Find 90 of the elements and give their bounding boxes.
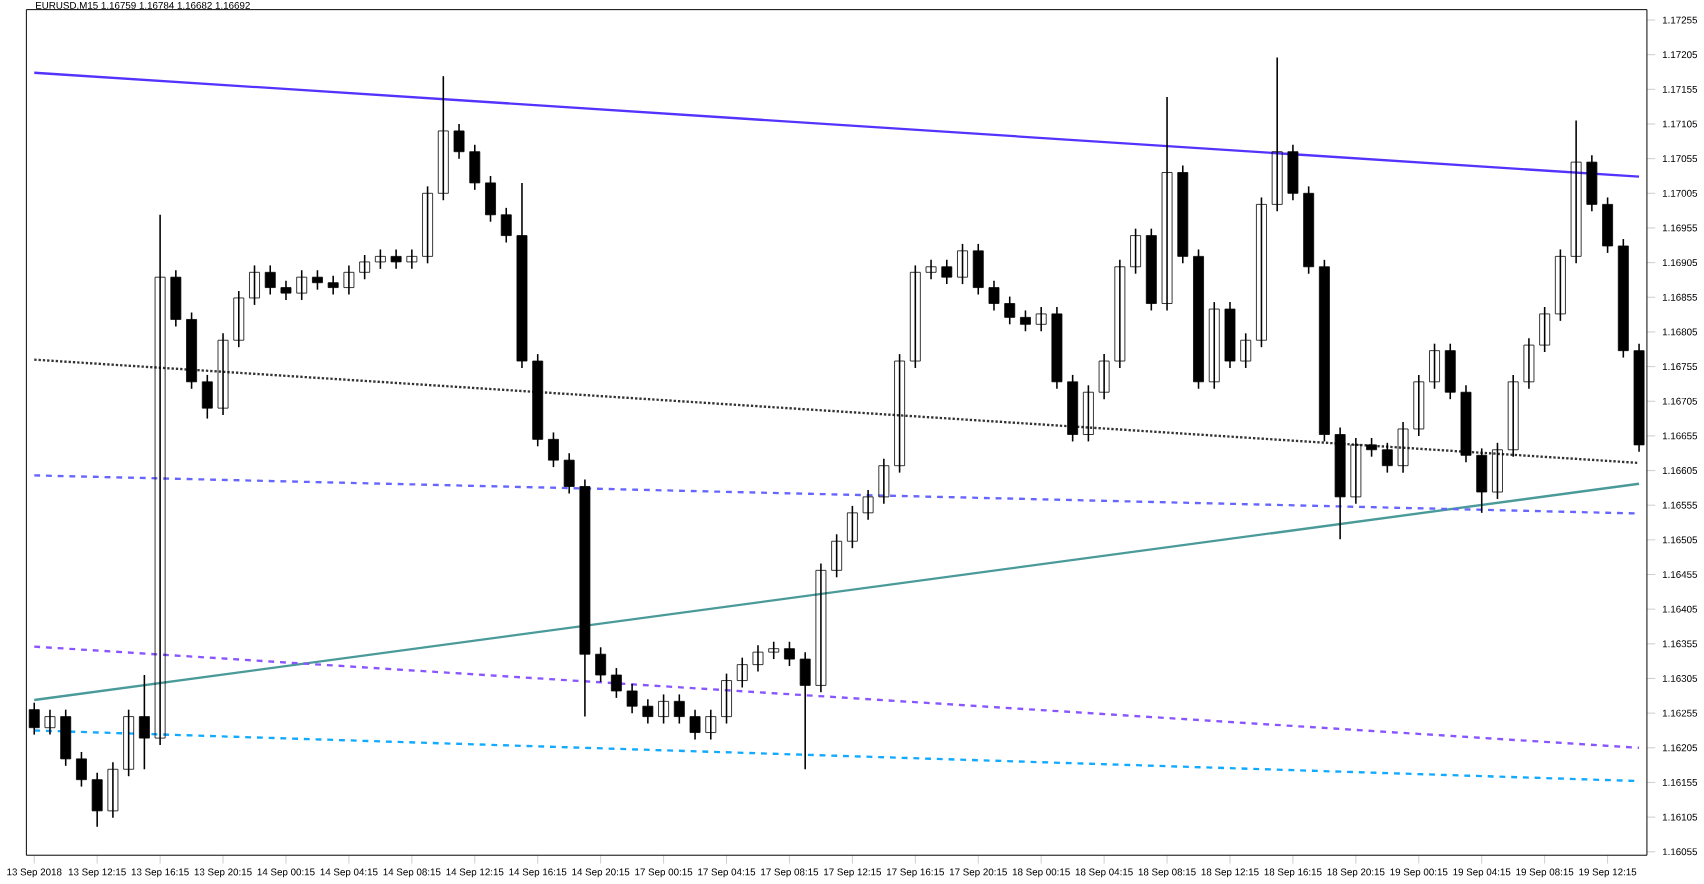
candlestick	[437, 75, 449, 202]
candlestick	[673, 693, 685, 725]
candlestick	[1507, 374, 1519, 458]
candlestick	[563, 452, 575, 495]
candlestick	[736, 656, 748, 689]
candlestick	[1334, 426, 1346, 540]
candlestick	[1208, 301, 1220, 390]
candlestick	[1082, 384, 1094, 443]
candlestick	[1381, 442, 1393, 474]
candlestick	[91, 772, 103, 828]
candlestick	[1256, 196, 1267, 349]
candlestick	[217, 332, 229, 416]
candlestick	[626, 683, 638, 714]
candlestick	[1350, 437, 1362, 505]
candlestick	[831, 533, 843, 579]
candlestick	[374, 248, 386, 270]
candlestick	[1429, 342, 1440, 390]
candlestick	[76, 751, 87, 788]
candlestick	[1271, 56, 1283, 213]
candlestick	[453, 123, 465, 160]
candlestick	[642, 698, 654, 725]
candlestick	[327, 275, 339, 296]
candlestick	[878, 458, 890, 505]
candlestick	[390, 248, 402, 270]
candlestick	[186, 311, 197, 390]
candlestick	[359, 254, 371, 281]
candlestick	[1098, 353, 1110, 400]
candlestick	[233, 290, 245, 349]
candlestick	[138, 674, 150, 771]
candlestick	[1130, 227, 1142, 275]
candlestick	[1539, 306, 1551, 353]
candlestick	[909, 264, 921, 369]
candlestick	[1240, 332, 1252, 369]
candlestick	[485, 175, 496, 223]
candlestick	[1161, 96, 1173, 312]
candlestick	[532, 353, 544, 448]
candlestick	[123, 708, 135, 778]
candlestick	[422, 185, 433, 265]
candlestick	[1554, 248, 1566, 322]
candlestick	[1617, 238, 1629, 359]
candlestick	[1413, 374, 1425, 437]
candlestick	[44, 708, 56, 736]
candlestick	[894, 353, 906, 474]
candlestick	[516, 182, 528, 369]
candlestick	[799, 651, 811, 771]
candlestick	[988, 279, 1000, 312]
candlestick	[846, 505, 858, 550]
candlestick	[862, 489, 874, 521]
candlestick	[406, 248, 418, 270]
candlestick	[1303, 185, 1315, 275]
candlestick	[1114, 259, 1126, 369]
candlestick	[60, 708, 72, 767]
candlestick	[784, 641, 795, 667]
candlestick	[1224, 301, 1236, 369]
candlestick	[579, 478, 591, 718]
candlestick	[1051, 306, 1063, 390]
candlestick	[689, 708, 701, 741]
candlestick	[1067, 374, 1079, 443]
candlestick	[343, 264, 355, 296]
candlestick	[548, 431, 559, 468]
candlestick	[154, 214, 166, 746]
candlestick	[1020, 309, 1031, 333]
candlestick	[1145, 227, 1157, 312]
candlestick	[1602, 196, 1614, 254]
candlestick	[1035, 306, 1047, 333]
candlestick	[1460, 384, 1472, 464]
candlestick	[815, 562, 827, 694]
candlestick	[610, 667, 622, 699]
candlestick	[170, 269, 182, 328]
candlestick	[721, 672, 732, 725]
candlestick	[201, 374, 213, 420]
candlestick	[1570, 119, 1582, 265]
candlestick	[1287, 144, 1299, 202]
candlestick	[1366, 437, 1378, 458]
candlestick	[1586, 154, 1598, 213]
candlestick	[752, 644, 764, 673]
candlestick	[1318, 259, 1330, 443]
candlestick	[107, 761, 119, 819]
candlestick	[296, 269, 308, 301]
candlestick	[595, 646, 607, 683]
candlestick	[1397, 421, 1409, 474]
candlestick	[925, 259, 937, 281]
candlestick	[249, 264, 260, 306]
candlestick	[705, 708, 717, 741]
candlestick	[1193, 248, 1204, 390]
candlestick	[280, 279, 292, 301]
candlestick	[1492, 442, 1503, 500]
candlestick	[658, 693, 670, 725]
candlestick	[1523, 337, 1535, 390]
candlestick	[957, 243, 968, 285]
